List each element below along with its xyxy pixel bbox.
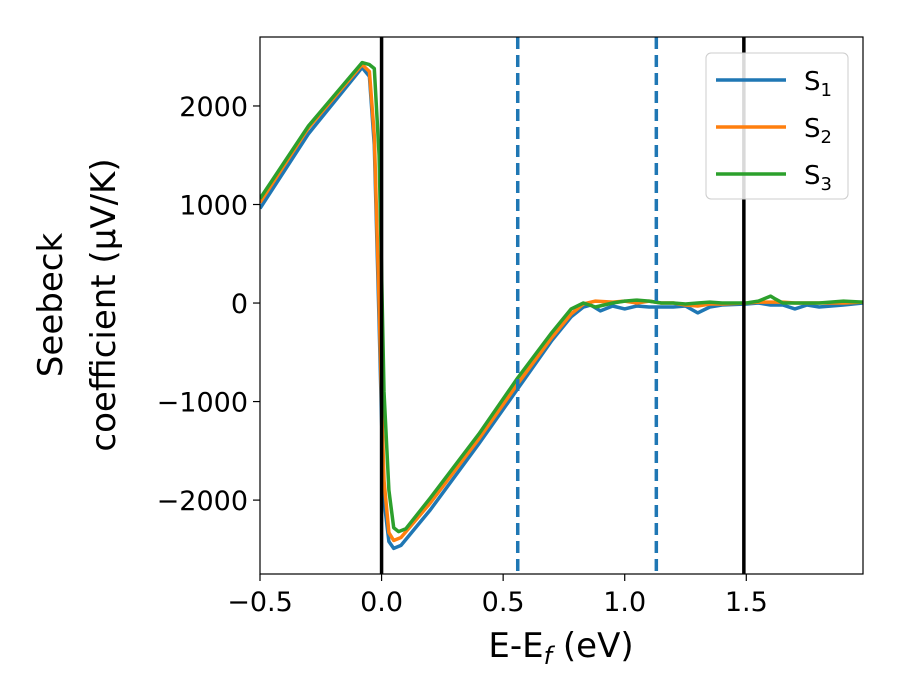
y-tick-label: 1000 [179,191,248,222]
plot-frame [259,36,864,575]
x-axis-label: E-Ef (eV) [488,626,633,670]
legend-label-1: S1 [804,67,832,101]
x-tick-label: 0.5 [482,587,525,618]
y-tick-label: 0 [231,289,248,320]
y-tick-label: 2000 [179,92,248,123]
y-axis-label-line1: Seebeck [31,233,71,378]
y-axis-label: Seebeck coefficient (μV/K) [31,158,124,451]
legend-label-3: S3 [804,161,832,195]
y-tick-label: −2000 [157,486,248,517]
x-tick-label: 1.0 [603,587,646,618]
y-axis-label-line2: coefficient (μV/K) [84,158,124,451]
x-tick-label: 0.0 [360,587,403,618]
axis-ticks: −0.5 0.0 0.5 1.0 1.5 −2000 −1000 0 1000 2000 [157,92,768,618]
legend: S1 S2 S3 [705,52,849,200]
x-tick-label: −0.5 [227,587,293,618]
y-tick-label: −1000 [157,388,248,419]
x-tick-label: 1.5 [725,587,768,618]
legend-label-2: S2 [804,114,832,148]
